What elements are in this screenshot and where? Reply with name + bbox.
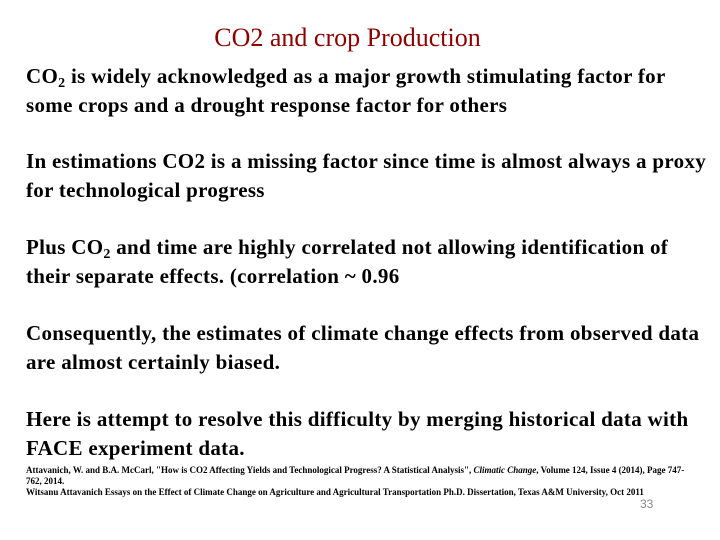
paragraph-correlation: Plus CO2 and time are highly correlated … — [26, 233, 706, 291]
reference-1: Attavanich, W. and B.A. McCarl, "How is … — [26, 465, 686, 487]
references: Attavanich, W. and B.A. McCarl, "How is … — [26, 465, 686, 498]
slide-number: 33 — [640, 497, 654, 511]
paragraph-text: is widely acknowledged as a major growth… — [26, 64, 666, 117]
paragraph-text: CO — [26, 64, 59, 88]
subscript: 2 — [58, 76, 66, 91]
reference-2: Witsanu Attavanich Essays on the Effect … — [26, 487, 644, 497]
reference-text: , Volume 124, Issue 4 (2014), Page 747-7… — [26, 465, 685, 486]
paragraph-text: and time are highly correlated not allow… — [26, 235, 669, 288]
paragraph-text: Plus CO — [26, 235, 104, 259]
reference-text: Attavanich, W. and B.A. McCarl, "How is … — [26, 465, 474, 475]
paragraph-co2-growth: CO2 is widely acknowledged as a major gr… — [26, 62, 706, 120]
reference-journal: Climatic Change — [473, 465, 537, 475]
paragraph-attempt: Here is attempt to resolve this difficul… — [26, 407, 689, 460]
paragraph-missing-factor: In estimations CO2 is a missing factor s… — [26, 149, 706, 202]
paragraph-biased-estimates: Consequently, the estimates of climate c… — [26, 321, 700, 374]
slide-title: CO2 and crop Production — [214, 23, 481, 52]
subscript: 2 — [103, 247, 111, 262]
